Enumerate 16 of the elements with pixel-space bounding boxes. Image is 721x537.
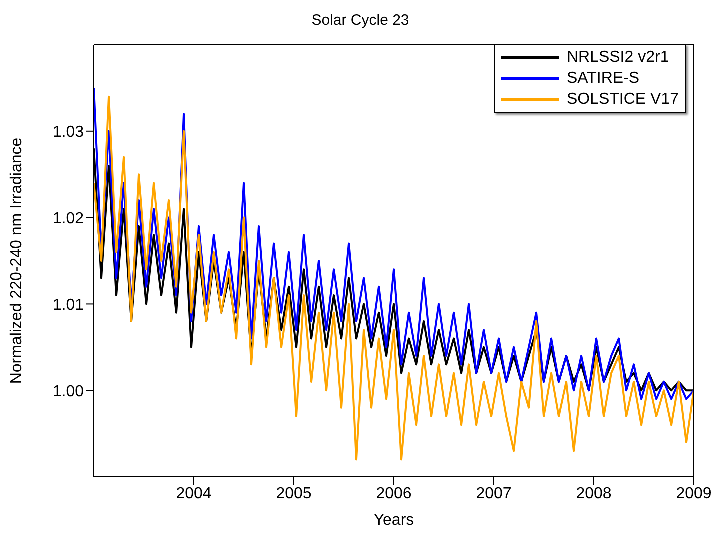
x-tick-label: 2006: [376, 485, 412, 502]
y-tick-label: 1.00: [52, 383, 84, 400]
y-axis-title: Normalized 220-240 nm Irradiance: [8, 138, 26, 384]
x-tick-label: 2004: [176, 485, 212, 502]
x-tick-label: 2008: [576, 485, 612, 502]
chart-title: Solar Cycle 23: [310, 11, 410, 31]
x-tick-label: 2005: [276, 485, 312, 502]
y-tick-label: 1.02: [52, 210, 84, 228]
x-tick-label: 2009: [676, 485, 712, 502]
legend-label: NRLSSI2 v2r1: [566, 48, 670, 66]
x-axis-title: Years: [374, 512, 414, 529]
y-tick-label: 1.03: [52, 124, 84, 142]
x-tick-label: 2007: [476, 485, 512, 502]
legend-label: SATIRE-S: [566, 70, 640, 88]
y-tick-label: 1.01: [52, 296, 84, 314]
legend-label: SOLSTICE V17: [566, 90, 679, 108]
